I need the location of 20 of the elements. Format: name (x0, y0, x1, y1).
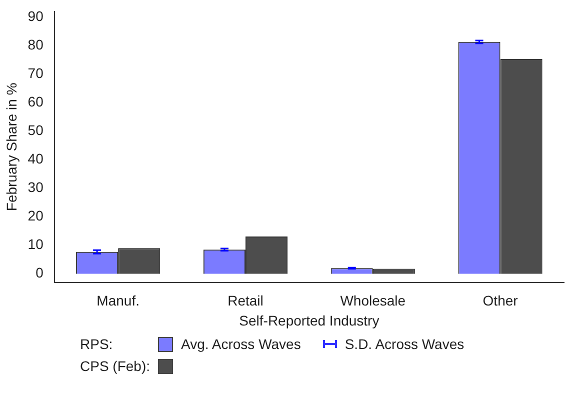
y-tick-label: 50 (28, 122, 44, 138)
y-tick-label: 90 (28, 8, 44, 24)
y-tick-label: 80 (28, 36, 44, 52)
x-tick-label: Wholesale (340, 292, 406, 309)
x-tick-label: Other (482, 292, 518, 309)
legend-label: CPS (Feb): (80, 358, 150, 374)
text: S.D. Across Waves (344, 336, 464, 352)
y-tick-label: 20 (28, 208, 44, 224)
y-tick-label: 40 (28, 150, 44, 167)
text: RPS: (80, 336, 114, 352)
y-axis-title: February Share in % (3, 82, 20, 212)
x-tick-label: Manuf. (96, 292, 140, 309)
y-tick-label: 60 (28, 94, 44, 110)
x-axis-title: Self-Reported Industry (239, 312, 380, 328)
y-tick-label: 70 (28, 65, 44, 82)
y-tick-label: 10 (28, 236, 44, 252)
x-tick-label: Retail (228, 292, 264, 309)
y-tick-label: 0 (36, 264, 44, 281)
legend-label: Avg. Across Waves (181, 336, 301, 352)
y-tick-label: 30 (28, 179, 44, 196)
